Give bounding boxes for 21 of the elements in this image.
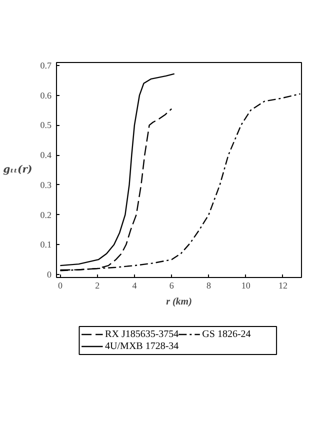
y-tick-label: 0.1 <box>40 240 52 250</box>
x-tick-label: 10 <box>241 280 251 290</box>
x-tick-label: 4 <box>132 280 138 290</box>
y-tick-label: 0.4 <box>40 150 52 160</box>
legend-label: GS 1826-24 <box>202 329 251 340</box>
legend-label: RX J185635-3754 <box>105 329 179 340</box>
x-tick-label: 0 <box>58 280 63 290</box>
x-axis-title: r (km) <box>166 296 192 308</box>
x-tick-label: 2 <box>95 280 100 290</box>
y-axis-title: gₜₜ(r) <box>3 164 33 176</box>
legend-label: 4U/MXB 1728-34 <box>105 341 179 352</box>
x-tick-label: 6 <box>169 280 174 290</box>
x-tick-label: 12 <box>278 280 288 290</box>
y-tick-label: 0.6 <box>40 90 52 100</box>
x-tick-label: 8 <box>206 280 212 290</box>
y-tick-label: 0.2 <box>40 210 52 220</box>
y-tick-label: 0 <box>47 270 52 280</box>
y-tick-label: 0.3 <box>40 180 52 190</box>
y-tick-label: 0.5 <box>40 120 52 130</box>
y-tick-label: 0.7 <box>40 60 52 70</box>
line-series <box>60 73 175 266</box>
